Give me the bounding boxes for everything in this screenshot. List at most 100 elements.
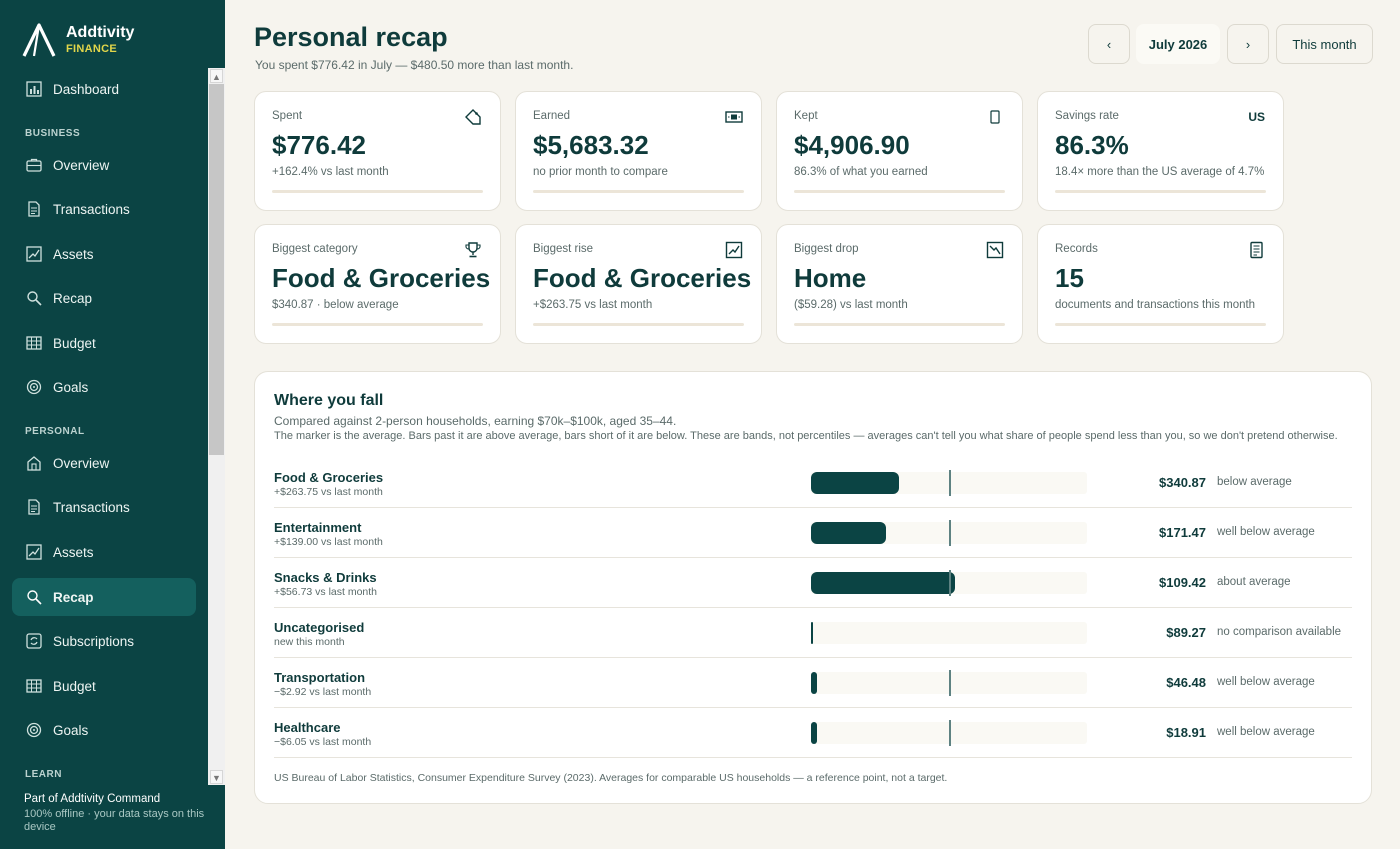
sidebar-item-business-budget[interactable]: Budget <box>12 324 196 362</box>
where-you-fall-panel: Where you fall Compared against 2-person… <box>254 371 1372 804</box>
sidebar-item-personal-budget[interactable]: Budget <box>12 667 196 705</box>
kpi-label: Biggest rise <box>533 243 594 255</box>
row-bar-track <box>811 570 1087 596</box>
row-bar-track <box>811 520 1087 546</box>
section-business: BUSINESS <box>25 128 81 139</box>
kpi-label: Biggest drop <box>794 243 859 255</box>
kpi-card-spent: Spent $776.42 +162.4% vs last month <box>254 91 501 211</box>
kpi-card-biggest-category: Biggest category Food & Groceries $340.8… <box>254 224 501 344</box>
sidebar-item-personal-transactions[interactable]: Transactions <box>12 488 196 526</box>
sidebar-item-label: Overview <box>53 455 110 471</box>
scroll-thumb[interactable] <box>209 84 224 455</box>
kpi-bar <box>533 323 744 326</box>
sidebar-item-business-recap[interactable]: Recap <box>12 279 196 317</box>
kpi-card-earned: Earned $5,683.32 no prior month to compa… <box>515 91 762 211</box>
row-amount: $89.27 <box>1166 625 1206 640</box>
row-bar-fill <box>811 622 813 644</box>
kpi-bar <box>794 323 1005 326</box>
bar-chart-icon <box>26 81 42 97</box>
sidebar-item-business-transactions[interactable]: Transactions <box>12 190 196 228</box>
sidebar-item-label: Dashboard <box>53 81 120 97</box>
kpi-label: Earned <box>533 110 571 122</box>
kpi-bar <box>272 323 483 326</box>
kpi-note: documents and transactions this month <box>1055 299 1256 311</box>
month-label: July 2026 <box>1136 24 1220 64</box>
kpi-note: 18.4× more than the US average of 4.7% <box>1055 166 1265 178</box>
row-status: well below average <box>1217 526 1315 538</box>
row-delta: +$263.75 vs last month <box>274 486 383 498</box>
kpi-note: +162.4% vs last month <box>272 166 389 178</box>
us-flag-icon: US <box>1248 110 1265 124</box>
row-delta: −$6.05 vs last month <box>274 736 372 748</box>
brand-name: Addtivity <box>66 24 135 41</box>
sidebar-item-label: Budget <box>53 335 96 351</box>
row-status: no comparison available <box>1217 626 1342 638</box>
sidebar-item-dashboard[interactable]: Dashboard <box>12 70 196 108</box>
search-icon <box>27 590 42 605</box>
brand[interactable]: Addtivity FINANCE <box>22 22 134 58</box>
phone-icon <box>990 110 1000 124</box>
comparison-row: Healthcare −$6.05 vs last month $18.91 well… <box>274 708 1352 758</box>
target-icon <box>26 379 42 395</box>
sidebar-item-label: Assets <box>53 544 94 560</box>
row-category: Food & Groceries <box>274 470 384 485</box>
sidebar-item-personal-recap[interactable]: Recap <box>12 578 196 616</box>
sidebar-item-label: Budget <box>53 678 96 694</box>
next-month-button[interactable]: › <box>1227 24 1269 64</box>
this-month-button[interactable]: This month <box>1276 24 1373 64</box>
kpi-note: ($59.28) vs last month <box>794 299 908 311</box>
kpi-value: 86.3% <box>1055 130 1129 160</box>
sidebar-item-label: Recap <box>53 589 94 605</box>
sidebar-item-business-overview[interactable]: Overview <box>12 146 196 184</box>
document-icon <box>28 201 40 217</box>
row-average-marker <box>949 720 951 746</box>
sidebar-nav: Dashboard BUSINESS Overview Transactions… <box>0 70 208 786</box>
sidebar-item-business-goals[interactable]: Goals <box>12 368 196 406</box>
brand-subtitle: FINANCE <box>66 43 117 55</box>
row-bar-track <box>811 622 1087 644</box>
scroll-up-icon[interactable]: ▲ <box>210 69 223 83</box>
comparison-row: Uncategorised new this month $89.27 no comp… <box>274 608 1352 658</box>
row-bar-fill <box>811 472 899 494</box>
sidebar-item-personal-overview[interactable]: Overview <box>12 444 196 482</box>
search-icon <box>27 291 42 306</box>
sidebar-scrollbar[interactable]: ▲ ▼ <box>208 68 225 785</box>
refresh-icon <box>26 633 42 649</box>
kpi-value: $4,906.90 <box>794 130 910 160</box>
sidebar-item-label: Goals <box>53 379 89 395</box>
row-amount: $18.91 <box>1166 725 1206 740</box>
kpi-card-biggest-drop: Biggest drop Home ($59.28) vs last month <box>776 224 1023 344</box>
kpi-bar <box>1055 190 1266 193</box>
row-delta: +$56.73 vs last month <box>274 586 378 598</box>
prev-month-button[interactable]: ‹ <box>1088 24 1130 64</box>
sidebar-item-label: Recap <box>53 290 93 306</box>
kpi-note: $340.87 · below average <box>272 299 399 311</box>
row-bar-fill <box>811 522 886 544</box>
page-subtitle: You spent $776.42 in July — $480.50 more… <box>255 58 574 72</box>
house-icon <box>27 456 41 471</box>
sidebar-item-personal-assets[interactable]: Assets <box>12 533 196 571</box>
trophy-icon <box>465 242 481 258</box>
page-title: Personal recap <box>254 22 448 52</box>
row-delta: +$139.00 vs last month <box>274 536 383 548</box>
section-personal: PERSONAL <box>25 426 85 437</box>
kpi-value: $776.42 <box>272 130 366 160</box>
row-delta: −$2.92 vs last month <box>274 686 372 698</box>
document-icon <box>28 499 40 515</box>
sidebar-item-personal-subscriptions[interactable]: Subscriptions <box>12 622 196 660</box>
scroll-down-icon[interactable]: ▼ <box>210 770 223 784</box>
sidebar-item-personal-goals[interactable]: Goals <box>12 711 196 749</box>
row-category: Healthcare <box>274 720 341 735</box>
sidebar-item-label: Transactions <box>53 201 130 217</box>
row-average-marker <box>949 570 951 596</box>
kpi-value: $5,683.32 <box>533 130 649 160</box>
row-status: well below average <box>1217 726 1315 738</box>
cash-icon <box>725 111 743 123</box>
row-category: Uncategorised <box>274 620 365 635</box>
kpi-bar <box>533 190 744 193</box>
sidebar-item-business-assets[interactable]: Assets <box>12 235 196 273</box>
kpi-label: Spent <box>272 110 303 122</box>
receipt-icon <box>1250 241 1263 259</box>
row-category: Transportation <box>274 670 366 685</box>
section-learn: LEARN <box>25 769 62 780</box>
